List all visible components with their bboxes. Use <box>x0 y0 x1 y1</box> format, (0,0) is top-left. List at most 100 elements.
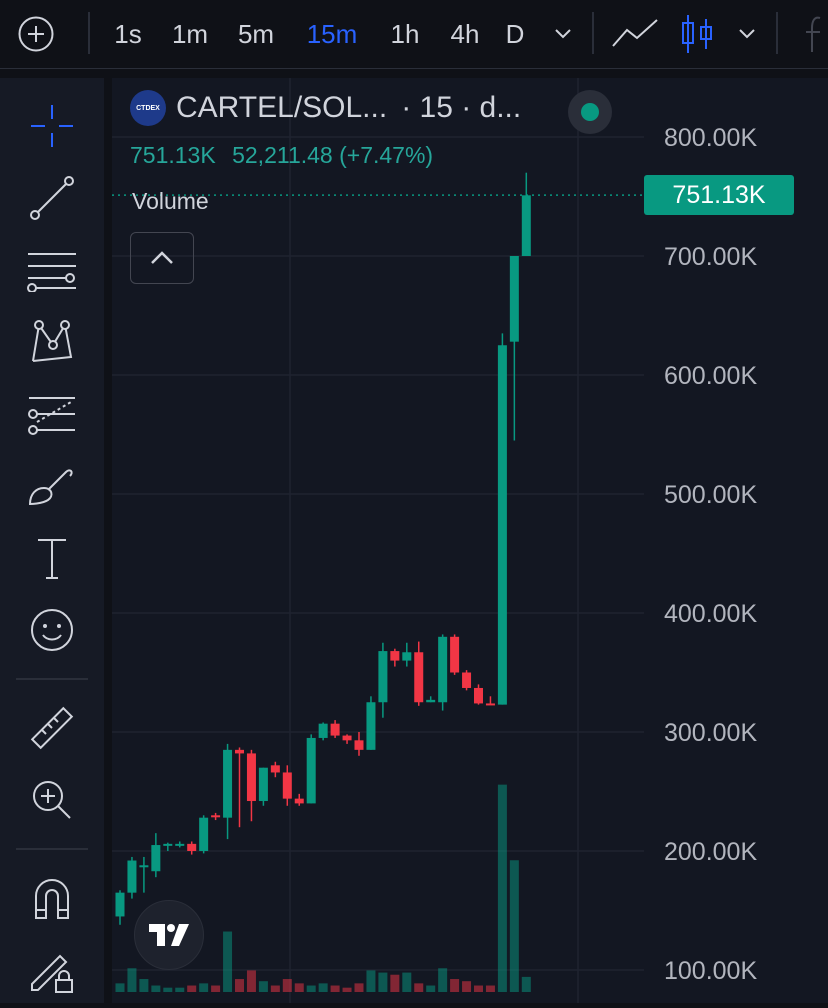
chevron-down-icon[interactable] <box>730 0 764 68</box>
chevron-up-icon <box>151 251 173 264</box>
interval-5m[interactable]: 5m <box>237 18 275 49</box>
candle-body <box>497 345 507 705</box>
candle-body <box>127 860 137 893</box>
interval-4h[interactable]: 4h <box>450 18 480 49</box>
volume-bar <box>115 983 125 992</box>
volume-bar <box>450 979 460 992</box>
candle-body <box>163 843 173 846</box>
crosshair-icon[interactable] <box>22 96 82 156</box>
text-icon[interactable] <box>22 528 82 588</box>
last-price: 751.13K <box>130 142 216 168</box>
magnet-icon[interactable] <box>22 868 82 928</box>
candle-body <box>474 687 483 704</box>
toolbar-divider <box>592 12 594 54</box>
pattern-icon[interactable] <box>22 312 82 372</box>
change-value: 52,211.48 (+7.47%) <box>232 142 434 168</box>
volume-bar <box>402 972 412 992</box>
candle-body <box>509 256 519 342</box>
line-chart-icon[interactable] <box>608 0 662 68</box>
candle-body <box>151 845 161 872</box>
volume-bar <box>390 974 400 992</box>
ruler-icon[interactable] <box>22 698 82 758</box>
volume-bar <box>211 985 221 992</box>
symbol-meta: · 15 · d... <box>401 91 522 124</box>
tradingview-logo[interactable] <box>134 900 204 970</box>
zoom-in-icon[interactable] <box>22 770 82 830</box>
candle-body <box>485 703 495 706</box>
candle-body <box>414 652 424 703</box>
candle-body <box>521 195 531 256</box>
candle-body <box>354 740 364 750</box>
volume-bar <box>187 985 197 992</box>
projection-icon[interactable] <box>22 384 82 444</box>
candle-body <box>342 735 352 741</box>
interval-d[interactable]: D <box>505 18 525 49</box>
volume-bar <box>127 968 137 992</box>
symbol-name: CARTEL/SOL... <box>176 91 388 124</box>
volume-bar <box>282 979 292 992</box>
sidebar-divider <box>16 678 88 680</box>
volume-bar <box>330 985 340 992</box>
symbol-legend[interactable]: CTDEX CARTEL/SOL... · 15 · d... <box>130 90 521 126</box>
volume-bar <box>354 983 364 992</box>
volume-label: Volume <box>132 188 209 214</box>
candle-body <box>366 702 376 750</box>
volume-bar <box>223 931 233 992</box>
candle-chart-icon[interactable] <box>674 0 720 68</box>
volume-bar <box>163 987 173 992</box>
chart-pane[interactable]: 800.00K 700.00K 600.00K 500.00K 400.00K 300.0… <box>112 78 828 1003</box>
volume-bar <box>294 983 304 992</box>
volume-bar <box>378 972 388 992</box>
plus-circle-icon[interactable] <box>14 0 58 68</box>
volume-bar <box>258 981 268 992</box>
fib-retracement-icon[interactable] <box>22 240 82 300</box>
y-axis-tick-label: 300.00K <box>664 719 757 747</box>
volume-bar <box>270 985 280 992</box>
candle-body <box>390 651 400 661</box>
candle-body <box>235 749 244 754</box>
volume-bar <box>497 784 507 992</box>
volume-bar <box>414 983 424 992</box>
emoji-icon[interactable] <box>22 600 82 660</box>
y-axis-tick-label: 600.00K <box>664 362 757 390</box>
market-status[interactable] <box>568 90 612 134</box>
volume-bar <box>235 979 244 992</box>
interval-1m[interactable]: 1m <box>171 18 209 49</box>
interval-1s[interactable]: 1s <box>114 18 142 49</box>
candle-body <box>199 817 209 851</box>
candle-body <box>258 767 268 802</box>
volume-bar <box>521 976 531 992</box>
candle-body <box>318 723 328 738</box>
candlestick-chart[interactable]: 800.00K 700.00K 600.00K 500.00K 400.00K 300.0… <box>112 78 828 1003</box>
indicators-icon[interactable] <box>800 0 828 68</box>
volume-bar <box>485 985 495 992</box>
volume-bar <box>199 983 209 992</box>
chevron-down-icon[interactable] <box>546 0 580 68</box>
status-dot <box>581 103 599 121</box>
trend-line-icon[interactable] <box>22 168 82 228</box>
y-axis-tick-label: 200.00K <box>664 838 757 866</box>
exchange-logo: CTDEX <box>130 90 166 126</box>
candle-body <box>139 865 149 868</box>
interval-15m[interactable]: 15m <box>306 18 358 49</box>
interval-1h[interactable]: 1h <box>390 18 420 49</box>
candle-body <box>115 892 125 917</box>
volume-bar <box>318 983 328 992</box>
last-price-tag: 751.13K <box>644 175 794 215</box>
candle-body <box>282 772 292 799</box>
collapse-legend-button[interactable] <box>130 232 194 284</box>
brush-icon[interactable] <box>22 456 82 516</box>
y-axis-tick-label: 100.00K <box>664 957 757 985</box>
top-toolbar: 1s 1m 5m 15m 1h 4h D <box>0 0 828 69</box>
candle-body <box>270 765 280 773</box>
candle-body <box>187 843 197 851</box>
volume-bar <box>151 985 161 992</box>
candle-body <box>330 723 340 736</box>
lock-drawings-icon[interactable] <box>22 940 82 1000</box>
volume-bar <box>426 985 436 992</box>
toolbar-divider <box>88 12 90 54</box>
candle-body <box>175 843 185 846</box>
candle-body <box>426 699 436 703</box>
candle-body <box>294 798 304 804</box>
volume-bar <box>366 970 376 992</box>
